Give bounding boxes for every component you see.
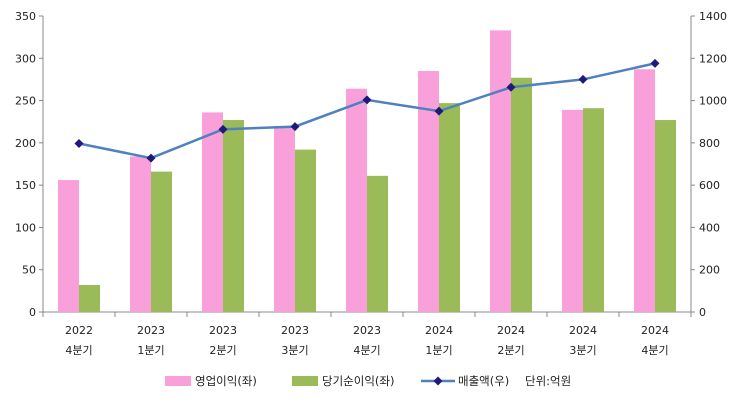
- left-tick-label: 100: [15, 221, 36, 234]
- category-labels: 2022 4분기 2023 1분기 2023 2분기 2023 3분기 2023 4분기 2024 1…: [65, 324, 669, 357]
- revenue-point: [362, 95, 372, 105]
- legend-swatch-net-income: [292, 376, 318, 386]
- category-year-label: 2023: [353, 324, 381, 337]
- net-income-bar: [439, 103, 460, 312]
- category-quarter-label: 4분기: [65, 344, 92, 357]
- right-tick-label: 0: [699, 306, 706, 319]
- legend: 영업이익(좌) 당기순이익(좌) 매출액(우) 단위:억원: [165, 374, 571, 388]
- category-quarter-label: 3분기: [569, 344, 596, 357]
- category-year-label: 2023: [137, 324, 165, 337]
- revenue-point: [434, 106, 444, 116]
- revenue-point: [74, 138, 84, 148]
- operating-profit-bar: [274, 125, 295, 312]
- legend-label-revenue: 매출액(우): [458, 374, 509, 388]
- legend-marker-revenue: [433, 376, 443, 386]
- right-tick-label: 600: [699, 179, 720, 192]
- revenue-point: [578, 74, 588, 84]
- left-tick-label: 150: [15, 179, 36, 192]
- legend-label-operating-profit: 영업이익(좌): [195, 374, 257, 388]
- revenue-line: [74, 58, 660, 163]
- net-income-bar: [367, 175, 388, 312]
- category-quarter-label: 4분기: [641, 344, 668, 357]
- category-quarter-label: 2분기: [497, 344, 524, 357]
- net-income-bar: [511, 77, 532, 312]
- right-tick-label: 800: [699, 137, 720, 150]
- operating-profit-bar: [346, 88, 367, 312]
- right-tick-label: 1200: [699, 52, 727, 65]
- net-income-bar: [79, 284, 100, 312]
- category-quarter-label: 1분기: [425, 344, 452, 357]
- right-tick-label: 1400: [699, 10, 727, 23]
- category-quarter-label: 4분기: [353, 344, 380, 357]
- tick-labels: 0 50 100 150 200 250 300 350 0 200 400 600 800 1000 12…: [15, 10, 727, 319]
- revenue-point: [218, 124, 228, 134]
- category-year-label: 2024: [569, 324, 597, 337]
- left-tick-label: 50: [22, 264, 36, 277]
- left-tick-label: 350: [15, 10, 36, 23]
- category-quarter-label: 3분기: [281, 344, 308, 357]
- legend-swatch-operating-profit: [165, 376, 191, 386]
- category-year-label: 2023: [209, 324, 237, 337]
- revenue-point: [146, 153, 156, 163]
- category-year-label: 2023: [281, 324, 309, 337]
- category-year-label: 2024: [425, 324, 453, 337]
- unit-note: 단위:억원: [525, 374, 571, 388]
- bars: [58, 30, 676, 313]
- operating-profit-bar: [490, 30, 511, 313]
- revenue-point: [650, 58, 660, 68]
- operating-profit-bar: [130, 156, 151, 312]
- left-tick-label: 200: [15, 137, 36, 150]
- net-income-bar: [655, 120, 676, 312]
- operating-profit-bar: [634, 69, 655, 312]
- net-income-bar: [223, 120, 244, 312]
- category-year-label: 2022: [65, 324, 93, 337]
- legend-label-net-income: 당기순이익(좌): [322, 374, 394, 388]
- category-quarter-label: 1분기: [137, 344, 164, 357]
- operating-profit-bar: [58, 180, 79, 312]
- category-year-label: 2024: [497, 324, 525, 337]
- net-income-bar: [151, 171, 172, 312]
- net-income-bar: [295, 149, 316, 312]
- left-tick-label: 300: [15, 52, 36, 65]
- right-tick-label: 400: [699, 221, 720, 234]
- operating-profit-bar: [418, 70, 439, 312]
- left-tick-label: 250: [15, 95, 36, 108]
- net-income-bar: [583, 108, 604, 312]
- right-tick-label: 200: [699, 264, 720, 277]
- revenue-point: [290, 122, 300, 132]
- revenue-point: [506, 82, 516, 92]
- operating-profit-bar: [202, 112, 223, 312]
- right-tick-label: 1000: [699, 95, 727, 108]
- left-tick-label: 0: [29, 306, 36, 319]
- operating-profit-bar: [562, 109, 583, 312]
- category-quarter-label: 2분기: [209, 344, 236, 357]
- category-year-label: 2024: [641, 324, 669, 337]
